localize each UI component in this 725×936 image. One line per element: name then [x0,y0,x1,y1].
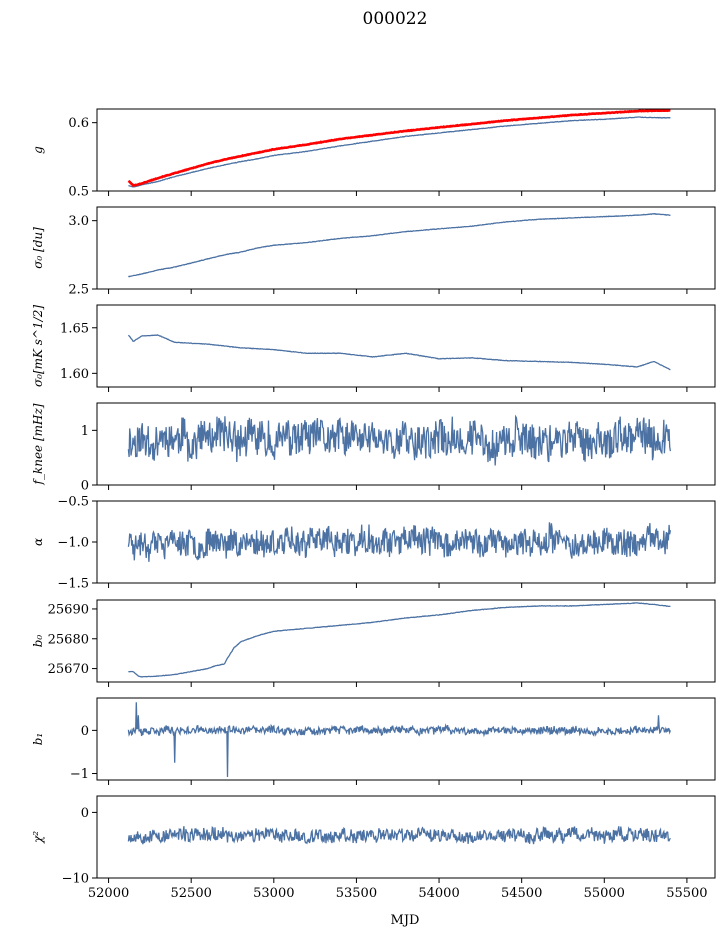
axes-frame [96,108,716,192]
panel-8: −10 0 52000 52500 53000 53500 54000 54500 55000 5… [31,795,716,901]
y-axis-label: b₁ [31,733,45,746]
y-tick-label: 0 [81,806,89,821]
panel-2: 2.5 3.0 σ₀ [du] [31,206,716,298]
panels-container: 0.5 0.6 g 2.5 3.0 σ₀ [du] 1.60 1.65 σ₀[mK s^1/2]… [31,108,716,901]
axes-frame [96,402,716,486]
y-tick-label: 25690 [48,602,89,617]
x-tick-label: 53000 [253,886,294,901]
y-tick-label: 1 [81,424,89,439]
axes-frame [96,304,716,388]
series-line-1 [128,116,671,188]
series-line-1 [127,522,672,562]
y-tick-label: −1.5 [57,577,89,592]
y-tick-label: −10 [62,872,89,887]
y-axis-label: α [31,538,45,546]
y-axis-label: g [31,146,45,154]
y-tick-label: −1.0 [57,536,89,551]
panel-1: 0.5 0.6 g [31,108,716,200]
y-axis-label: χ² [31,831,45,844]
y-tick-label: 25670 [48,662,89,677]
panel-7: −1 0 b₁ [31,697,716,785]
series-line-1 [127,414,672,466]
series-line-2 [127,109,671,187]
series-line-1 [127,825,671,845]
panel-4: 0 1 f_knee [mHz] [31,402,716,494]
y-axis-label: b₀ [31,635,45,648]
x-tick-label: 52500 [171,886,212,901]
series-line-1 [128,213,671,278]
series-line-1 [128,602,671,678]
figure-title: 000022 [363,9,428,29]
x-tick-label: 55500 [666,886,707,901]
y-tick-label: 0.6 [68,116,89,131]
x-axis-label: MJD [391,913,420,928]
panel-6: 25670 25680 25690 b₀ [31,599,716,687]
y-axis-label: σ₀[mK s^1/2] [31,305,45,387]
y-tick-label: 0 [81,724,89,739]
y-tick-label: 25680 [48,632,89,647]
x-tick-label: 53500 [336,886,377,901]
x-tick-label: 54500 [501,886,542,901]
x-tick-label: 54000 [418,886,459,901]
series-line-1 [127,702,672,778]
y-tick-label: 1.65 [60,321,89,336]
y-axis-label: f_knee [mHz] [31,403,45,485]
y-tick-label: 0.5 [68,185,89,200]
y-axis-label: σ₀ [du] [31,227,45,269]
axes-frame [96,599,716,683]
panel-3: 1.60 1.65 σ₀[mK s^1/2] [31,304,716,392]
x-tick-label: 55000 [584,886,625,901]
axes-frame [96,697,716,781]
y-tick-label: 1.60 [60,367,89,382]
y-tick-label: 2.5 [68,283,89,298]
y-tick-label: −1 [70,767,89,782]
axes-frame [96,206,716,290]
panel-5: −1.5 −1.0 −0.5 α [31,495,716,592]
x-tick-label: 52000 [88,886,129,901]
y-tick-label: 3.0 [68,214,89,229]
y-tick-label: −0.5 [57,495,89,510]
axes-frame [96,795,716,879]
y-tick-label: 0 [81,479,89,494]
series-line-1 [127,334,671,371]
